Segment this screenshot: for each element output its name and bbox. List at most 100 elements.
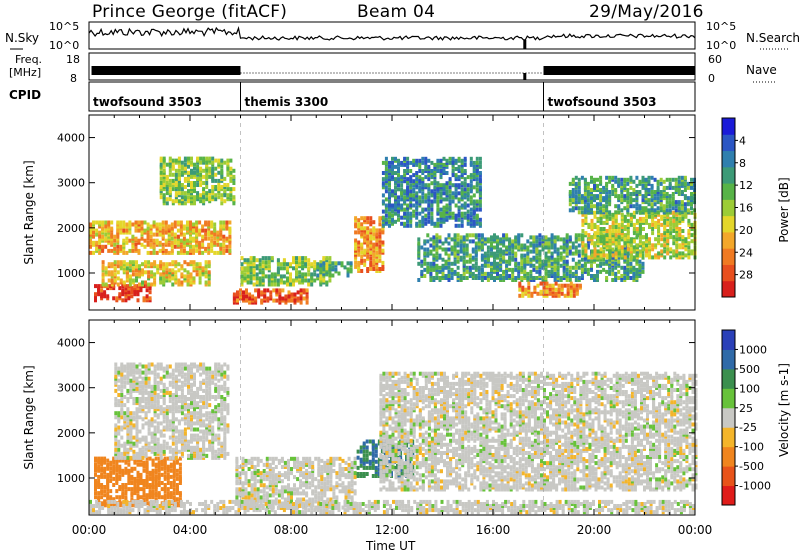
echo-cell xyxy=(114,423,118,428)
echo-cell xyxy=(544,241,548,246)
echo-cell xyxy=(264,266,268,271)
echo-cell xyxy=(290,298,294,303)
echo-cell xyxy=(602,227,606,231)
echo-cell xyxy=(98,230,102,235)
echo-cell xyxy=(524,287,528,292)
echo-cell xyxy=(668,202,672,207)
echo-cell xyxy=(614,179,618,184)
echo-cell xyxy=(580,194,584,199)
echo-cell xyxy=(608,243,612,248)
echo-cell xyxy=(474,249,478,254)
echo-cell xyxy=(568,198,572,203)
echo-cell xyxy=(145,474,149,479)
echo-cell xyxy=(538,261,542,266)
echo-cell xyxy=(418,164,422,169)
echo-cell xyxy=(465,243,469,248)
echo-cell xyxy=(626,222,630,227)
echo-cell xyxy=(511,239,515,244)
echo-cell xyxy=(602,185,606,190)
echo-cell xyxy=(466,197,470,202)
echo-cell xyxy=(363,248,367,253)
echo-cell xyxy=(466,183,470,188)
echo-cell xyxy=(556,251,560,256)
cpid-segments: twofsound 3503 themis 3300 twofsound 3503 xyxy=(93,82,656,111)
echo-cell xyxy=(144,270,147,275)
echo-cell xyxy=(427,158,431,163)
echo-cell xyxy=(541,276,545,280)
echo-cell xyxy=(220,164,224,169)
echo-cell xyxy=(198,276,202,281)
echo-cell xyxy=(635,206,639,211)
echo-cell xyxy=(620,245,624,250)
echo-cell xyxy=(117,386,121,391)
echo-cell xyxy=(493,267,496,272)
echo-cell xyxy=(394,211,397,216)
echo-cell xyxy=(190,160,193,165)
echo-cell xyxy=(381,248,385,253)
echo-cell xyxy=(436,158,440,163)
echo-cell xyxy=(243,266,247,271)
echo-cell xyxy=(593,247,597,252)
echo-cell xyxy=(255,264,259,269)
echo-cell xyxy=(100,466,104,471)
echo-cell xyxy=(415,158,419,163)
echo-cell xyxy=(599,249,603,254)
echo-cell xyxy=(429,271,433,276)
echo-cell xyxy=(568,208,572,213)
echo-cell xyxy=(307,278,311,283)
echo-cell xyxy=(138,407,142,412)
echo-cell xyxy=(94,294,97,299)
echo-cell xyxy=(593,177,596,182)
echo-cell xyxy=(660,249,664,254)
echo-cell xyxy=(211,160,215,165)
echo-cell xyxy=(690,225,694,229)
echo-cell xyxy=(562,261,566,266)
echo-cell xyxy=(100,456,104,461)
echo-cell xyxy=(89,234,92,239)
echo-cell xyxy=(605,233,609,238)
echo-cell xyxy=(177,199,181,204)
echo-cell xyxy=(177,172,181,177)
echo-cell xyxy=(301,278,305,283)
echo-cell xyxy=(168,168,172,173)
echo-cell xyxy=(228,240,232,245)
echo-cell xyxy=(432,245,436,250)
echo-cell xyxy=(236,292,239,297)
echo-cell xyxy=(120,374,124,379)
echo-cell xyxy=(109,495,113,500)
echo-cell xyxy=(568,278,572,282)
echo-cell xyxy=(614,271,618,276)
echo-cell xyxy=(174,270,178,275)
echo-cell xyxy=(166,466,170,471)
echo-cell xyxy=(505,235,509,240)
echo-cell xyxy=(563,293,567,298)
echo-cell xyxy=(129,378,133,383)
echo-cell xyxy=(496,241,499,246)
echo-cell xyxy=(299,288,303,293)
echo-cell xyxy=(669,247,673,252)
echo-cell xyxy=(366,267,370,271)
echo-cell xyxy=(170,240,174,245)
echo-cell xyxy=(94,485,97,489)
echo-cell xyxy=(499,267,503,272)
echo-cell xyxy=(445,181,449,186)
echo-cell xyxy=(226,158,230,163)
echo-cell xyxy=(462,247,466,252)
echo-cell xyxy=(439,193,443,198)
echo-cell xyxy=(232,195,236,200)
echo-cell xyxy=(520,261,524,266)
echo-cell xyxy=(599,175,603,180)
echo-cell xyxy=(605,261,609,266)
echo-cell xyxy=(107,272,111,277)
echo-cell xyxy=(538,233,542,238)
echo-cell xyxy=(656,210,660,215)
echo-cell xyxy=(119,246,123,251)
echo-cell xyxy=(384,217,388,222)
echo-cell xyxy=(427,164,431,169)
echo-cell xyxy=(107,262,111,267)
echo-cell xyxy=(198,266,202,271)
echo-cell xyxy=(574,181,578,186)
echo-cell xyxy=(179,248,183,253)
echo-cell xyxy=(180,170,184,175)
